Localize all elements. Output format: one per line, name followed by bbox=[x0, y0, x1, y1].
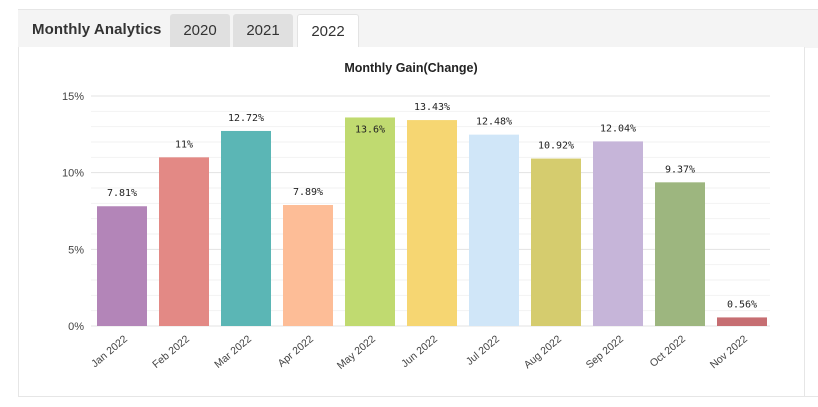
bar bbox=[283, 205, 333, 326]
bar bbox=[221, 130, 271, 326]
bars bbox=[97, 117, 767, 326]
tab-2021[interactable]: 2021 bbox=[233, 14, 293, 48]
x-axis: Jan 2022 Feb 2022 Mar 2022 Apr 2022 May 2022… bbox=[89, 333, 750, 372]
data-label: 11% bbox=[175, 139, 193, 150]
tab-2020[interactable]: 2020 bbox=[170, 14, 230, 48]
data-label: 12.48% bbox=[476, 117, 512, 128]
bar bbox=[531, 158, 581, 326]
x-tick-label: Mar 2022 bbox=[212, 333, 254, 371]
y-tick-label: 10% bbox=[62, 168, 84, 180]
y-tick-label: 5% bbox=[68, 244, 84, 256]
data-label: 0.56% bbox=[727, 299, 757, 310]
x-tick-label: Sep 2022 bbox=[584, 333, 626, 371]
x-tick-label: May 2022 bbox=[335, 333, 378, 372]
data-label: 13.6% bbox=[355, 124, 385, 135]
data-label: 12.72% bbox=[228, 113, 264, 124]
panel-header: Monthly Analytics 2020 2021 2022 bbox=[18, 9, 818, 49]
panel-title: Monthly Analytics bbox=[32, 21, 162, 38]
data-label: 10.92% bbox=[538, 141, 574, 152]
tab-2022[interactable]: 2022 bbox=[297, 14, 359, 49]
bar bbox=[159, 157, 209, 326]
x-tick-label: Jul 2022 bbox=[464, 333, 502, 368]
x-tick-label: Jun 2022 bbox=[399, 333, 440, 370]
y-tick-label: 15% bbox=[62, 91, 84, 103]
data-label: 13.43% bbox=[414, 102, 450, 113]
bar bbox=[593, 141, 643, 326]
x-tick-label: Oct 2022 bbox=[648, 333, 688, 370]
y-axis: 0% 5% 10% 15% bbox=[62, 91, 84, 333]
x-tick-label: Feb 2022 bbox=[150, 333, 192, 371]
bar bbox=[717, 317, 767, 326]
data-label: 7.89% bbox=[293, 187, 323, 198]
bar bbox=[407, 120, 457, 326]
data-label: 12.04% bbox=[600, 123, 636, 134]
bar bbox=[469, 134, 519, 326]
data-label: 7.81% bbox=[107, 188, 137, 199]
bar bbox=[655, 182, 705, 326]
data-label: 9.37% bbox=[665, 164, 695, 175]
divider bbox=[18, 396, 818, 397]
x-tick-label: Aug 2022 bbox=[522, 333, 564, 371]
x-tick-label: Jan 2022 bbox=[89, 333, 130, 370]
x-tick-label: Nov 2022 bbox=[708, 333, 750, 371]
bar-labels: 7.81% 11% 12.72% 7.89% 13.6% 13.43% 12.48% 10.9… bbox=[107, 102, 757, 310]
x-tick-label: Apr 2022 bbox=[276, 333, 316, 370]
bar bbox=[97, 206, 147, 326]
chart-title: Monthly Gain(Change) bbox=[344, 61, 477, 75]
bar bbox=[345, 117, 395, 326]
y-tick-label: 0% bbox=[68, 321, 84, 333]
